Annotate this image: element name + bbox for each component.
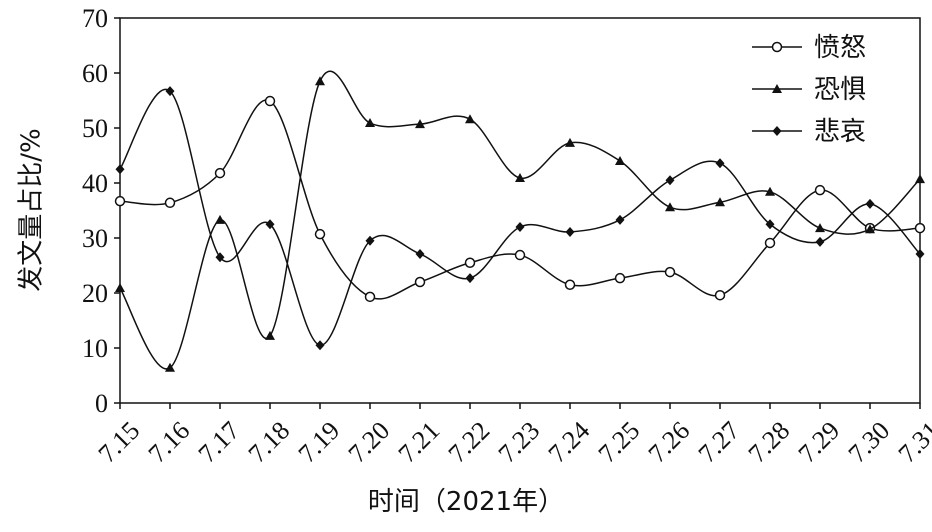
y-tick-label: 0 <box>95 389 108 418</box>
legend-entry: 愤怒 <box>752 33 866 63</box>
point <box>414 276 426 288</box>
point <box>314 228 326 240</box>
x-tick-label: 7.17 <box>193 416 246 469</box>
point <box>214 167 226 179</box>
x-tick-label: 7.21 <box>393 416 446 469</box>
x-tick-label: 7.18 <box>243 416 296 469</box>
point <box>114 195 126 207</box>
point <box>465 273 475 284</box>
point <box>815 223 825 233</box>
point <box>772 126 782 136</box>
point <box>364 291 376 303</box>
point <box>565 137 575 147</box>
point <box>765 219 775 230</box>
point <box>515 222 525 232</box>
point <box>465 114 475 124</box>
point <box>615 214 625 225</box>
point <box>865 224 875 234</box>
point <box>764 237 776 249</box>
point <box>665 202 675 212</box>
x-axis-label: 时间（2021年） <box>368 487 564 517</box>
x-tick-label: 7.27 <box>693 416 746 469</box>
y-tick-label: 50 <box>82 114 108 143</box>
point <box>814 184 826 196</box>
point <box>915 248 925 259</box>
series-line <box>119 70 921 370</box>
legend-entry: 恐惧 <box>752 75 866 105</box>
x-tick-label: 7.20 <box>343 416 396 469</box>
plot-frame <box>119 17 921 404</box>
point <box>771 41 783 53</box>
y-tick-label: 70 <box>82 4 108 33</box>
point <box>165 362 175 372</box>
y-tick-label: 10 <box>82 334 108 363</box>
point <box>115 164 125 175</box>
x-tick-label: 7.15 <box>93 416 146 469</box>
legend-entry: 悲哀 <box>752 117 866 147</box>
x-tick-label: 7.23 <box>493 416 546 469</box>
series-line <box>119 99 921 300</box>
point <box>315 340 325 351</box>
point <box>165 86 175 97</box>
x-tick-label: 7.24 <box>543 416 596 469</box>
x-tick-label: 7.16 <box>143 416 196 469</box>
x-tick-label: 7.19 <box>293 416 346 469</box>
point <box>715 158 725 169</box>
x-tick-label: 7.22 <box>443 416 496 469</box>
point <box>615 156 625 165</box>
point <box>464 257 476 268</box>
legend-label: 恐惧 <box>814 75 866 105</box>
point <box>772 84 782 93</box>
series-line <box>119 88 921 346</box>
point <box>664 266 676 278</box>
x-tick-label: 7.29 <box>793 416 846 469</box>
point <box>914 222 926 234</box>
legend-label: 悲哀 <box>814 117 866 147</box>
point <box>415 119 425 129</box>
point <box>765 186 775 196</box>
point <box>815 236 825 247</box>
x-tick-label: 7.28 <box>743 416 796 469</box>
point <box>865 198 875 209</box>
point <box>215 214 225 224</box>
point <box>365 235 375 246</box>
point <box>915 174 925 184</box>
y-axis-label: 发文量占比/% <box>17 128 47 291</box>
point <box>115 283 125 293</box>
point <box>164 197 176 209</box>
point <box>264 95 276 107</box>
point <box>265 219 275 230</box>
point <box>514 249 526 261</box>
point <box>515 173 525 183</box>
y-tick-label: 20 <box>82 279 108 308</box>
y-tick-label: 60 <box>82 59 108 88</box>
point <box>265 330 275 340</box>
point <box>715 197 725 207</box>
point <box>665 175 675 186</box>
point <box>315 76 325 86</box>
point <box>614 272 626 284</box>
x-tick-label: 7.31 <box>893 416 932 469</box>
y-tick-label: 30 <box>82 224 108 253</box>
x-tick-label: 7.25 <box>593 416 646 469</box>
point <box>215 252 225 263</box>
point <box>565 226 575 237</box>
legend-label: 愤怒 <box>814 33 866 63</box>
point <box>365 118 375 128</box>
x-tick-label: 7.26 <box>643 416 696 469</box>
point <box>564 279 576 290</box>
y-tick-label: 40 <box>82 169 108 198</box>
x-tick-label: 7.30 <box>843 416 896 469</box>
point <box>714 289 726 301</box>
point <box>415 248 425 259</box>
